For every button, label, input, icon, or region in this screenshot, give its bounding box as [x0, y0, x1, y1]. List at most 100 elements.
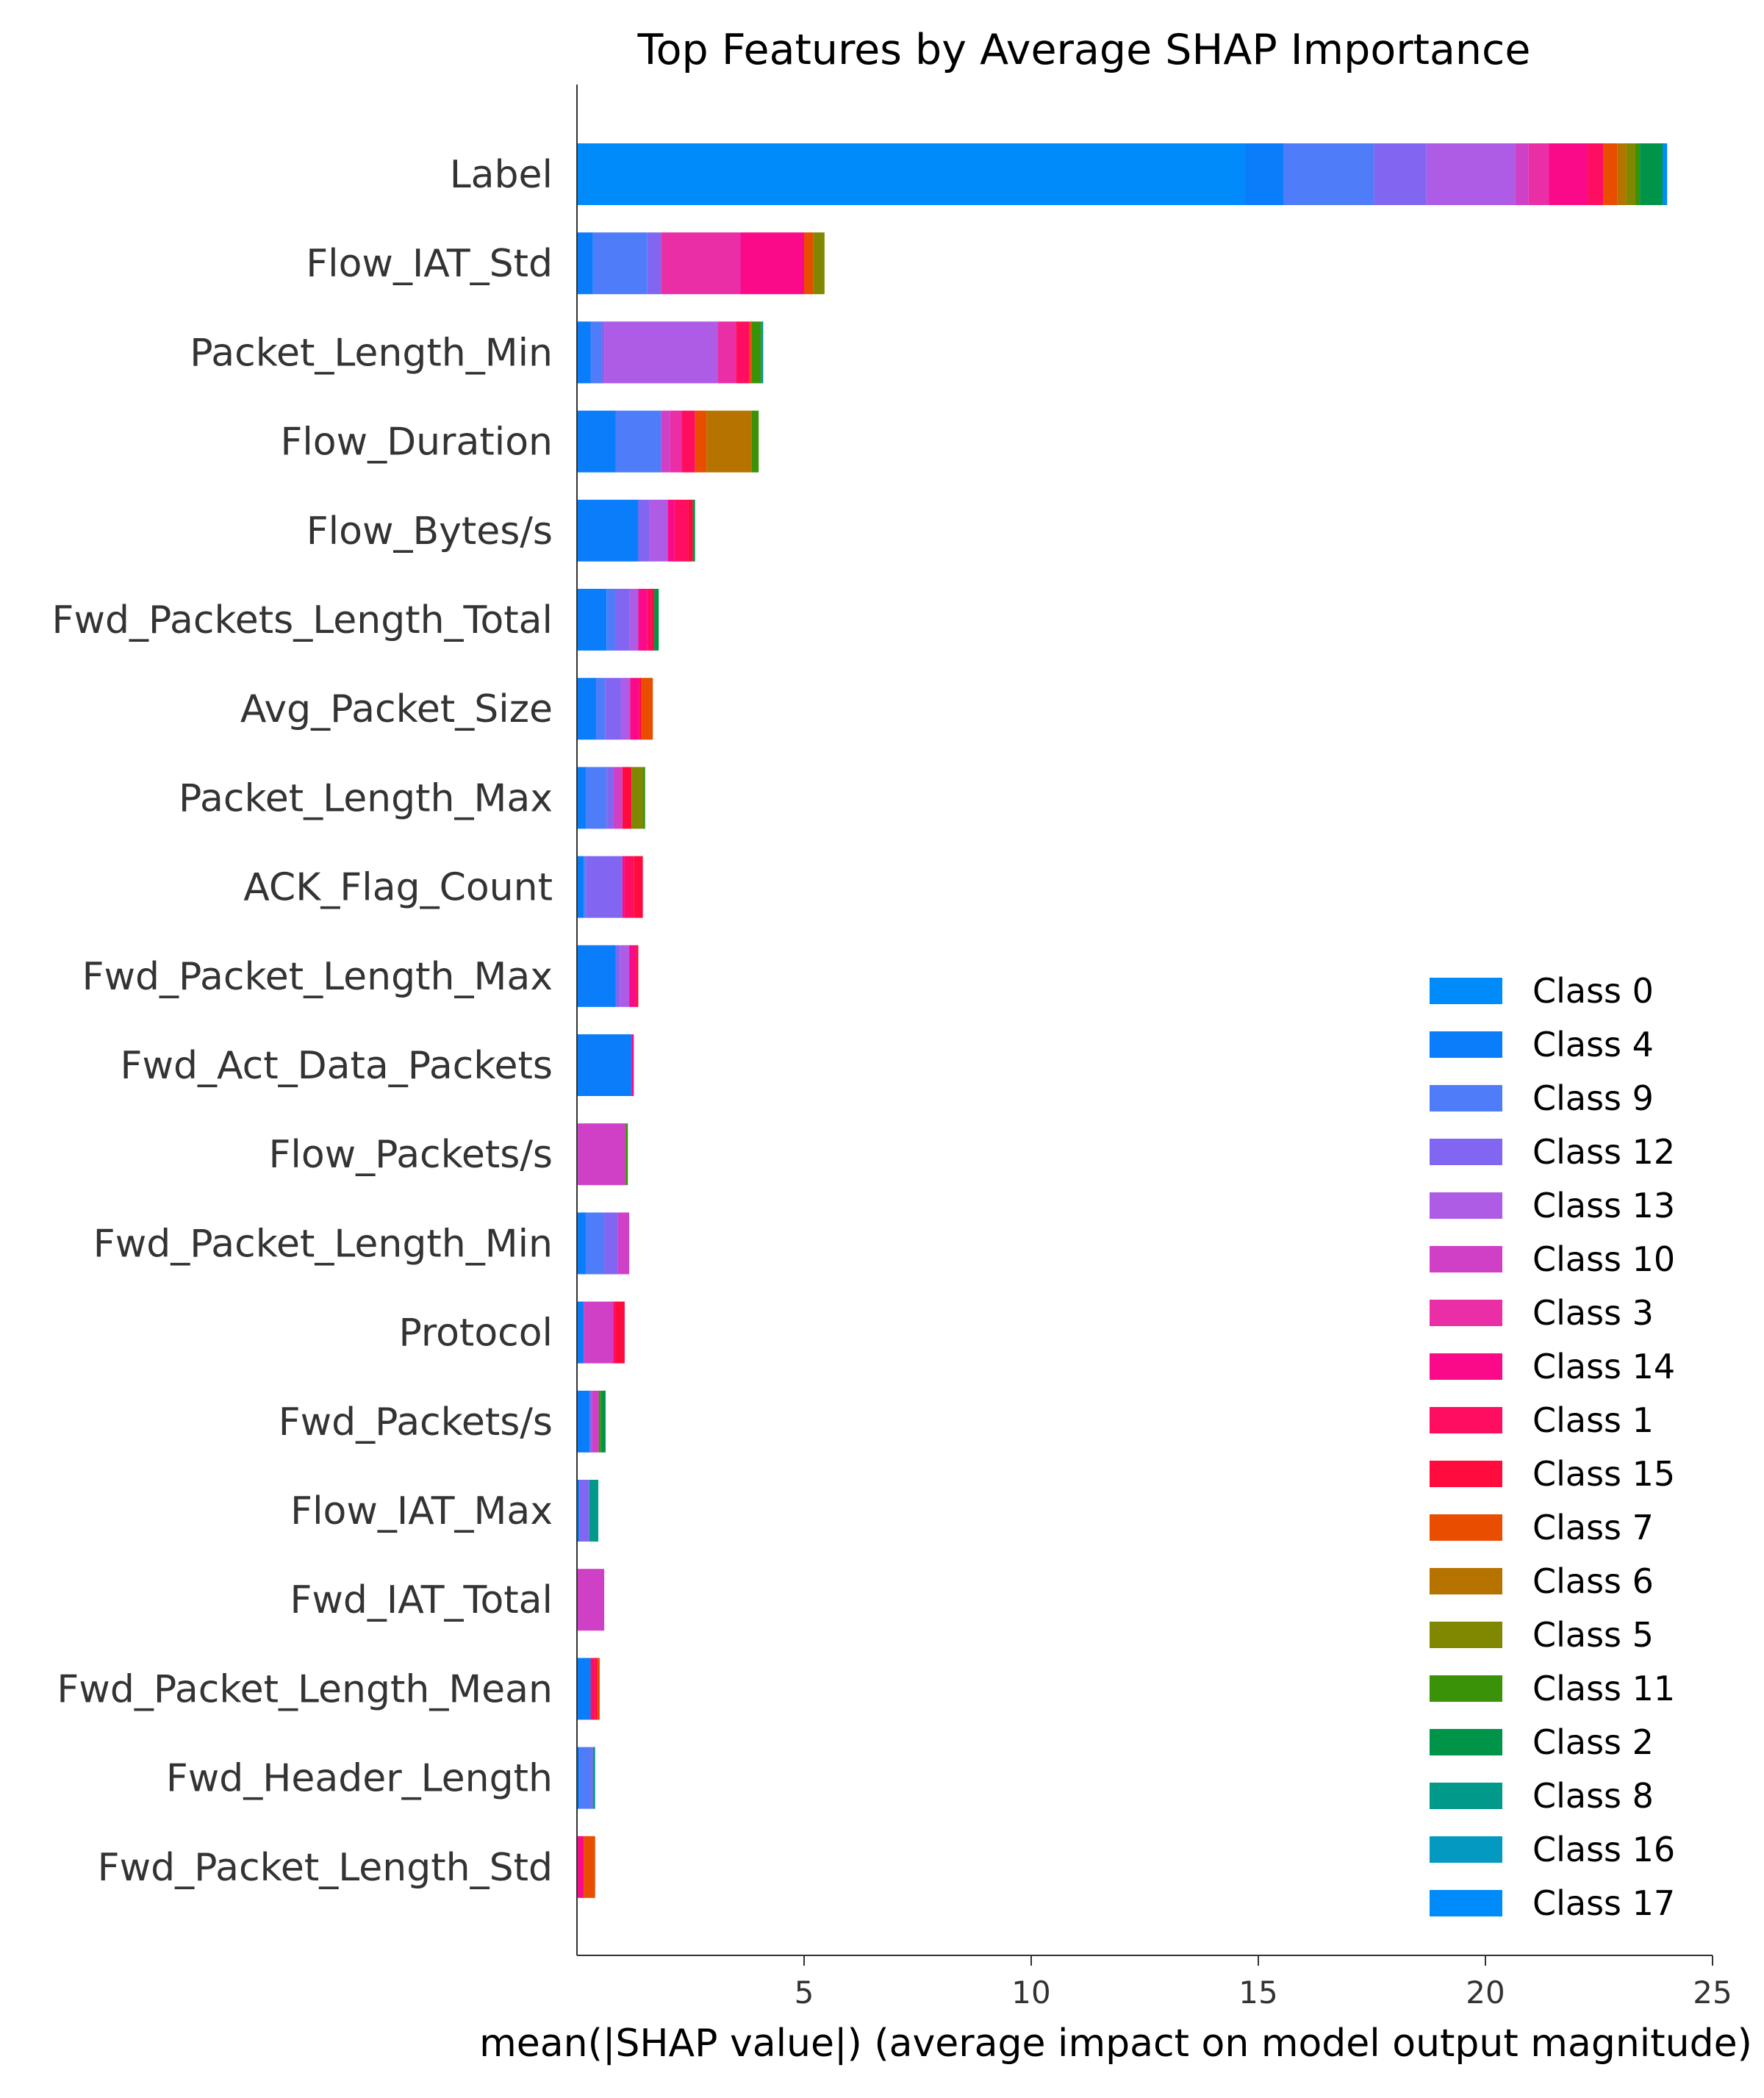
- category-label-fwd-act-data-packets: Fwd_Act_Data_Packets: [121, 1044, 553, 1088]
- legend-swatch: [1430, 1675, 1502, 1702]
- bar-segment-label-class-0: [577, 143, 1245, 205]
- legend-item-class-6: Class 6: [1430, 1561, 1654, 1601]
- legend-item-class-9: Class 9: [1430, 1078, 1654, 1118]
- bar-segment-fwd-packet-length-max-class-4: [577, 945, 616, 1007]
- legend-item-class-8: Class 8: [1430, 1776, 1654, 1816]
- legend-label: Class 4: [1532, 1025, 1654, 1064]
- bar-segment-label-class-17: [1663, 143, 1668, 205]
- legend-label: Class 5: [1532, 1615, 1654, 1655]
- x-tick-label: 10: [1011, 1975, 1050, 2011]
- bar-segment-fwd-packets-s-class-11: [598, 1390, 601, 1453]
- bar-segment-fwd-header-length-class-4: [577, 1747, 580, 1809]
- bar-segment-fwd-packets-length-total-class-15: [651, 589, 655, 651]
- bar-segment-fwd-packets-length-total-class-1: [647, 589, 652, 651]
- category-label-fwd-packets-s: Fwd_Packets/s: [279, 1400, 553, 1444]
- legend-item-class-1: Class 1: [1430, 1400, 1654, 1440]
- legend-swatch: [1430, 1836, 1502, 1863]
- bar-segment-fwd-packets-s-class-10: [592, 1390, 599, 1453]
- bar-segment-packet-length-max-class-15: [622, 767, 632, 829]
- legend-item-class-3: Class 3: [1430, 1293, 1654, 1333]
- legend-item-class-2: Class 2: [1430, 1722, 1654, 1762]
- category-label-ack-flag-count: ACK_Flag_Count: [243, 866, 553, 910]
- legend-item-class-16: Class 16: [1430, 1830, 1675, 1869]
- bar-segment-protocol-class-15: [615, 1301, 625, 1364]
- legend-label: Class 11: [1532, 1669, 1675, 1708]
- legend-label: Class 15: [1532, 1454, 1675, 1494]
- bar-segment-packet-length-max-class-10: [613, 767, 623, 829]
- category-label-fwd-packet-length-mean: Fwd_Packet_Length_Mean: [57, 1667, 553, 1711]
- bar-segment-label-class-12: [1374, 143, 1427, 205]
- bar-segment-fwd-packets-length-total-class-9: [606, 589, 616, 651]
- legend-item-class-12: Class 12: [1430, 1132, 1675, 1172]
- bar-segment-flow-duration-class-9: [615, 410, 662, 473]
- bar-segment-flow-bytes-s-class-12: [638, 499, 650, 562]
- category-label-fwd-packets-length-total: Fwd_Packets_Length_Total: [52, 598, 553, 642]
- legend-label: Class 9: [1532, 1078, 1654, 1118]
- category-label-label: Label: [450, 153, 553, 197]
- bar-segment-ack-flag-count-class-4: [577, 856, 584, 918]
- bar-segment-fwd-header-length-class-12: [590, 1747, 593, 1809]
- bar-segment-flow-bytes-s-class-15: [688, 499, 693, 562]
- bar-segment-protocol-class-1: [613, 1301, 616, 1364]
- legend-label: Class 12: [1532, 1132, 1675, 1172]
- bar-segment-flow-bytes-s-class-14: [667, 499, 675, 562]
- bar-segment-flow-bytes-s-class-13: [649, 499, 668, 562]
- bar-segment-flow-bytes-s-class-4: [577, 499, 639, 562]
- legend-label: Class 7: [1532, 1508, 1654, 1547]
- bar-segment-avg-packet-size-class-12: [605, 678, 621, 740]
- bar-segment-packet-length-max-class-9: [586, 767, 607, 829]
- bar-segment-packet-length-min-class-1: [736, 321, 750, 384]
- x-tick-label: 25: [1693, 1975, 1732, 2011]
- bar-segment-protocol-class-4: [577, 1301, 584, 1364]
- bar-segment-fwd-packet-length-max-class-14: [629, 945, 637, 1007]
- bar-segment-fwd-packet-length-std-class-7: [584, 1836, 595, 1898]
- legend: Class 0 Class 4 Class 9 Class 12 Class 13 Cla…: [1430, 971, 1675, 1923]
- bar-segment-fwd-packet-length-min-class-9: [586, 1212, 605, 1275]
- bar-segment-flow-iat-std-class-4: [577, 232, 593, 295]
- legend-swatch: [1430, 978, 1502, 1004]
- bar-segment-flow-packets-s-class-11: [625, 1123, 628, 1186]
- legend-label: Class 2: [1532, 1722, 1654, 1762]
- bar-segment-packet-length-min-class-11: [751, 321, 761, 384]
- category-label-flow-bytes-s: Flow_Bytes/s: [306, 509, 553, 554]
- bar-segment-fwd-packets-s-class-4: [577, 1390, 590, 1453]
- bar-segment-flow-duration-class-10: [661, 410, 670, 473]
- legend-swatch: [1430, 1192, 1502, 1219]
- bar-segment-avg-packet-size-class-13: [620, 678, 631, 740]
- legend-swatch: [1430, 1568, 1502, 1594]
- category-label-packet-length-max: Packet_Length_Max: [179, 776, 553, 820]
- legend-swatch: [1430, 1783, 1502, 1809]
- legend-item-class-7: Class 7: [1430, 1508, 1654, 1547]
- bar-segment-fwd-packet-length-max-class-12: [615, 945, 620, 1007]
- bar-segment-fwd-packets-length-total-class-4: [577, 589, 607, 651]
- bar-segment-flow-iat-std-class-12: [647, 232, 662, 295]
- bar-segment-fwd-iat-total-class-10: [577, 1569, 605, 1631]
- category-label-flow-iat-std: Flow_IAT_Std: [306, 242, 553, 286]
- bar-segment-packet-length-min-class-3: [717, 321, 736, 384]
- category-label-fwd-packet-length-max: Fwd_Packet_Length_Max: [82, 955, 553, 999]
- bar-segment-fwd-packet-length-mean-class-15: [595, 1658, 598, 1720]
- chart-title: Top Features by Average SHAP Importance: [637, 26, 1531, 74]
- legend-swatch: [1430, 1461, 1502, 1487]
- bar-segment-label-class-5: [1626, 143, 1635, 205]
- bar-segment-label-class-2: [1640, 143, 1663, 205]
- bar-segment-fwd-packets-length-total-class-13: [629, 589, 639, 651]
- legend-swatch: [1430, 1729, 1502, 1755]
- bar-segment-packet-length-min-class-13: [604, 321, 718, 384]
- bar-segment-avg-packet-size-class-4: [577, 678, 596, 740]
- bar-segment-ack-flag-count-class-15: [634, 856, 643, 918]
- bar-segment-flow-duration-class-11: [751, 410, 759, 473]
- legend-swatch: [1430, 1890, 1502, 1916]
- legend-swatch: [1430, 1300, 1502, 1326]
- bar-segment-flow-duration-class-4: [577, 410, 616, 473]
- bar-segment-label-class-9: [1283, 143, 1374, 205]
- bar-segment-flow-iat-std-class-5: [813, 232, 825, 295]
- legend-swatch: [1430, 1353, 1502, 1380]
- bar-segment-ack-flag-count-class-1: [624, 856, 634, 918]
- bar-segment-packet-length-max-class-12: [606, 767, 614, 829]
- bar-segment-fwd-packet-length-min-class-4: [577, 1212, 587, 1275]
- legend-label: Class 1: [1532, 1400, 1654, 1440]
- bar-segment-fwd-packet-length-min-class-10: [617, 1212, 630, 1275]
- bar-segment-packet-length-min-class-4: [577, 321, 591, 384]
